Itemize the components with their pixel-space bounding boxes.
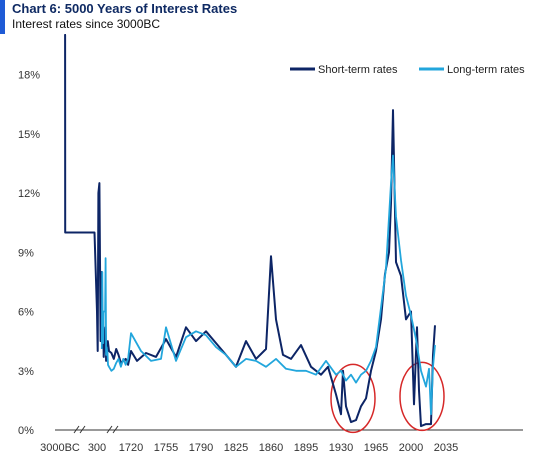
x-tick-label: 1895 — [294, 442, 318, 454]
axis-break-mark — [73, 425, 86, 434]
legend-item-long: Long-term rates — [419, 64, 525, 76]
x-tick-label: 1720 — [119, 442, 143, 454]
legend-label: Short-term rates — [318, 64, 398, 76]
x-axis: 3000BC 300 1720 1755 1790 1825 1860 1895 1930 196… — [40, 425, 523, 454]
highlight-circle — [399, 361, 445, 432]
series-lines — [64, 34, 436, 428]
y-axis: 0% 3% 6% 9% 12% 15% 18% — [18, 70, 40, 438]
legend: Short-term rates Long-term rates — [290, 64, 525, 76]
x-tick-label: 1930 — [329, 442, 353, 454]
y-tick-label: 12% — [18, 188, 40, 200]
x-tick-label: 1790 — [189, 442, 213, 454]
long-term-rates-line — [100, 154, 436, 416]
x-tick-label: 1825 — [224, 442, 248, 454]
x-tick-label: 1860 — [259, 442, 283, 454]
x-tick-label: 1755 — [154, 442, 178, 454]
x-tick-label: 2000 — [399, 442, 423, 454]
x-tick-label: 2035 — [434, 442, 458, 454]
x-tick-label: 3000BC — [40, 442, 80, 454]
y-tick-label: 0% — [18, 425, 34, 437]
y-tick-label: 6% — [18, 307, 34, 319]
y-tick-label: 18% — [18, 70, 40, 82]
x-tick-label: 1965 — [364, 442, 388, 454]
highlight-circle — [330, 363, 376, 434]
y-tick-label: 9% — [18, 247, 34, 259]
x-tick-label: 300 — [88, 442, 106, 454]
y-tick-label: 15% — [18, 129, 40, 141]
title-accent-bar — [0, 0, 5, 34]
annotations — [330, 361, 445, 434]
chart-title: Chart 6: 5000 Years of Interest Rates — [12, 1, 238, 16]
legend-label: Long-term rates — [447, 64, 525, 76]
y-tick-label: 3% — [18, 366, 34, 378]
axis-break-mark — [106, 425, 119, 434]
chart-subtitle: Interest rates since 3000BC — [12, 17, 161, 31]
legend-item-short: Short-term rates — [290, 64, 398, 76]
